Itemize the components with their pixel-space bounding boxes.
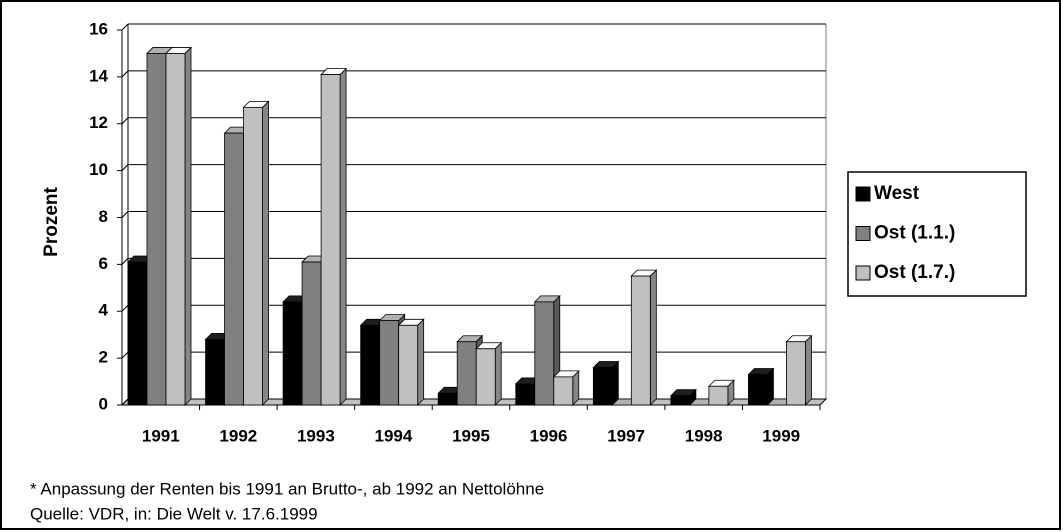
x-tick-label: 1991: [142, 426, 180, 445]
bar-side: [611, 360, 619, 406]
bar-side: [339, 67, 347, 406]
bar: [379, 320, 400, 406]
bar-side: [417, 318, 425, 406]
x-tick-label: 1996: [530, 426, 568, 445]
grid-edge: [121, 398, 129, 406]
x-tick-label: 1993: [297, 426, 335, 445]
y-tick-label: 16: [89, 19, 108, 38]
bar: [360, 324, 381, 406]
x-tick-label: 1992: [219, 426, 257, 445]
bar-side: [649, 269, 657, 406]
grid-edge: [121, 304, 129, 312]
footnote: * Anpassung der Renten bis 1991 an Brutt…: [30, 479, 544, 498]
y-tick-label: 12: [89, 113, 108, 132]
grid-edge: [121, 117, 129, 125]
bar: [205, 338, 225, 406]
bar-side: [805, 334, 812, 406]
y-tick-label: 4: [99, 301, 109, 320]
legend-label: Ost (1.1.): [874, 223, 955, 244]
y-tick-label: 10: [89, 160, 108, 179]
x-tick-label: 1998: [685, 426, 723, 445]
grid-edge: [121, 258, 129, 265]
y-tick-label: 2: [99, 348, 108, 367]
grid-edge: [121, 70, 129, 78]
bar: [398, 324, 419, 406]
bar-side: [184, 46, 192, 406]
bar: [437, 392, 458, 406]
bar: [243, 106, 263, 406]
bar: [534, 301, 555, 406]
bar: [456, 341, 477, 406]
bar: [670, 395, 691, 406]
grid-edge: [121, 23, 129, 31]
source: Quelle: VDR, in: Die Welt v. 17.6.1999: [30, 504, 318, 523]
legend-label: West: [874, 183, 920, 204]
legend-label: Ost (1.7.): [874, 262, 955, 283]
bar-side: [262, 100, 269, 406]
bar: [127, 261, 148, 406]
grid-edge: [121, 351, 129, 359]
bar-side: [494, 341, 502, 406]
x-tick-label: 1999: [762, 426, 800, 445]
legend: [847, 171, 1027, 297]
bar: [475, 348, 496, 406]
bar: [146, 53, 167, 406]
y-tick-label: 14: [89, 66, 108, 85]
y-tick-label: 8: [99, 207, 108, 226]
bar: [553, 376, 574, 406]
x-tick-label: 1994: [375, 426, 413, 445]
x-tick-label: 1995: [452, 426, 490, 445]
bar: [320, 74, 341, 406]
bar: [301, 261, 322, 406]
y-tick-label: 6: [99, 254, 108, 273]
bar: [630, 275, 651, 406]
legend-swatch: [855, 265, 871, 281]
grid-edge: [121, 164, 129, 171]
bar: [165, 53, 186, 406]
bar: [282, 301, 303, 406]
y-tick-label: 0: [99, 394, 108, 413]
x-tick-label: 1997: [607, 426, 645, 445]
bar: [748, 374, 768, 406]
bar: [224, 132, 244, 406]
grid-edge: [121, 211, 129, 218]
y-axis-title: Prozent: [41, 186, 62, 256]
bar: [708, 385, 729, 406]
bar: [515, 383, 536, 406]
bar: [786, 341, 806, 406]
bar: [592, 367, 613, 406]
legend-swatch: [855, 186, 871, 202]
legend-swatch: [855, 226, 871, 241]
